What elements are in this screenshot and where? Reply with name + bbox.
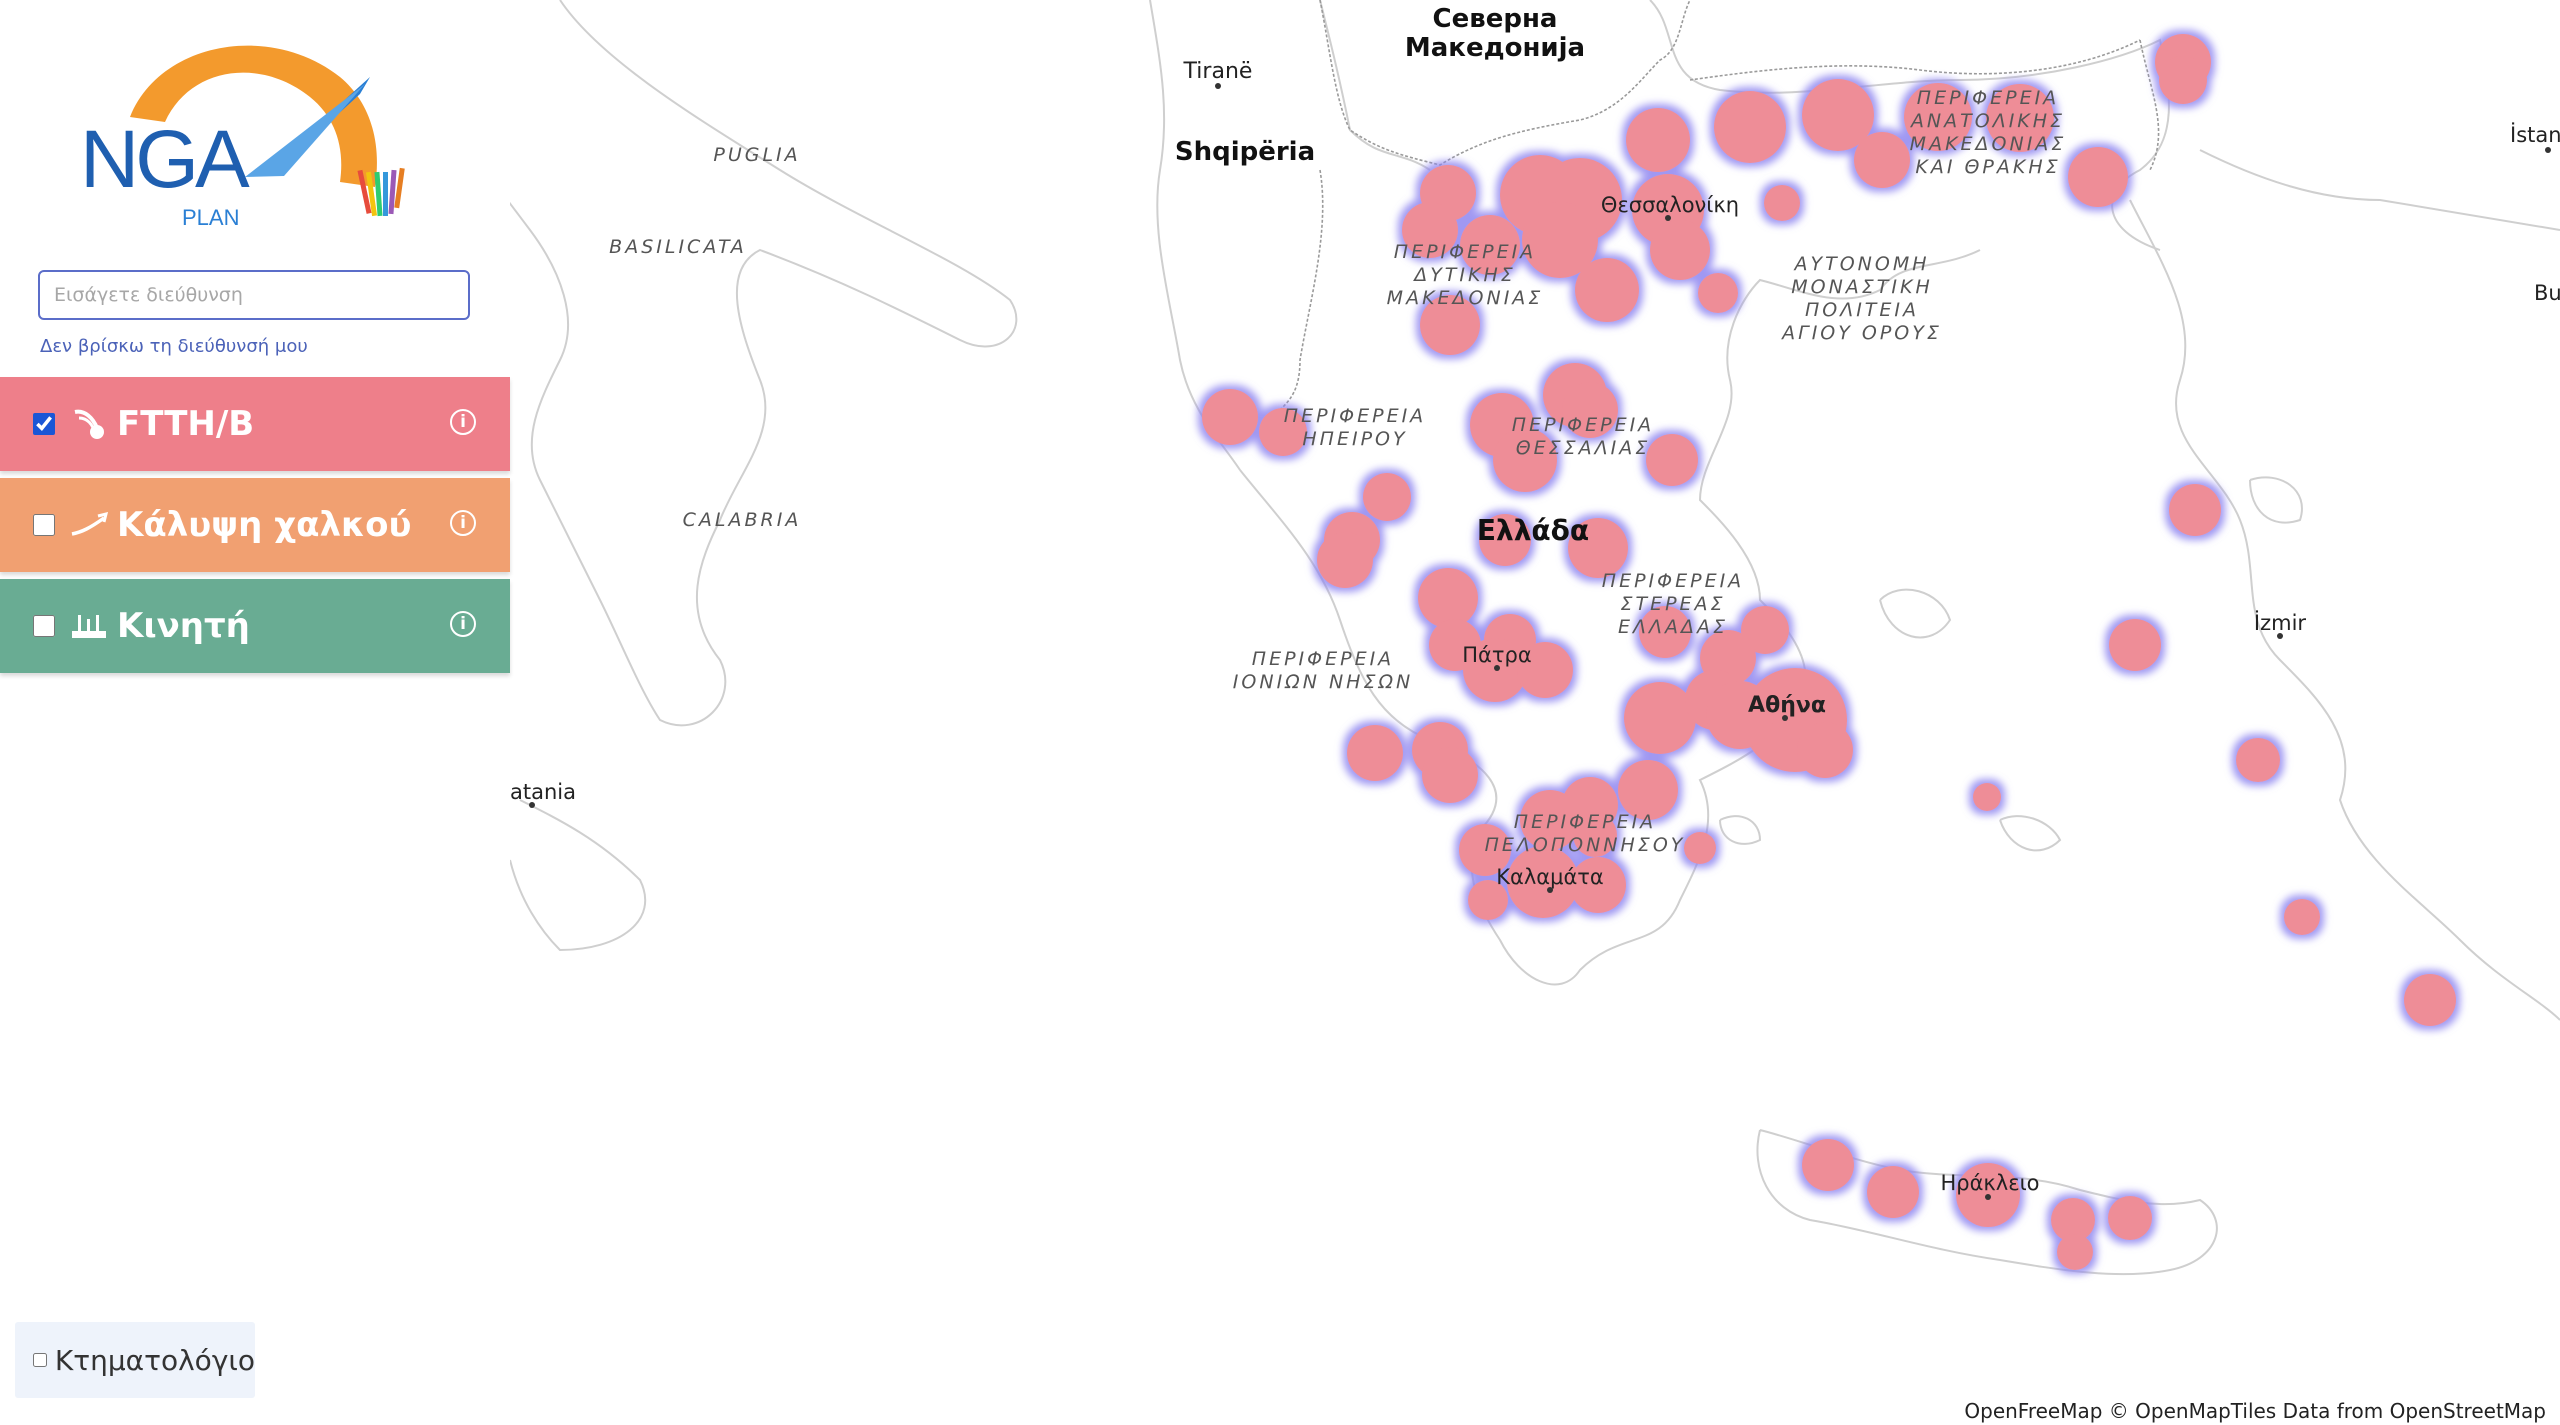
svg-text:ΑΥΤΟΝΟΜΗ: ΑΥΤΟΝΟΜΗ [1792, 253, 1929, 275]
svg-text:ΑΓΙΟΥ ΟΡΟΥΣ: ΑΓΙΟΥ ΟΡΟΥΣ [1780, 322, 1942, 344]
logo-subtext: PLAN [182, 205, 239, 230]
info-icon[interactable]: i [450, 611, 476, 637]
label-calabria: CALABRIA [683, 509, 802, 531]
label-istanbul: İstanb [2510, 122, 2560, 147]
map-admin-borders [1279, 0, 2160, 411]
mobile-label: Κινητή [117, 606, 250, 646]
address-search-input[interactable] [38, 270, 470, 320]
label-north-macedonia-2: Македонија [1405, 33, 1585, 63]
svg-text:ΜΑΚΕΔΟΝΙΑΣ: ΜΑΚΕΔΟΝΙΑΣ [1387, 287, 1544, 309]
svg-text:ΑΝΑΤΟΛΙΚΗΣ: ΑΝΑΤΟΛΙΚΗΣ [1909, 110, 2065, 132]
svg-text:ΠΕΡΙΦΕΡΕΙΑ: ΠΕΡΙΦΕΡΕΙΑ [1917, 87, 2059, 109]
label-tirane: Tiranë [1183, 59, 1253, 84]
fiber-strands-icon [357, 167, 405, 217]
svg-text:ΠΕΡΙΦΕΡΕΙΑ: ΠΕΡΙΦΕΡΕΙΑ [1512, 414, 1654, 436]
label-albania: Shqipëria [1175, 137, 1315, 167]
nga-plan-logo[interactable]: NGA PLAN [70, 22, 440, 232]
label-greece: Ελλάδα [1477, 514, 1589, 547]
svg-text:ΜΑΚΕΔΟΝΙΑΣ: ΜΑΚΕΔΟΝΙΑΣ [1910, 133, 2067, 155]
svg-text:ΠΕΡΙΦΕΡΕΙΑ: ΠΕΡΙΦΕΡΕΙΑ [1514, 811, 1656, 833]
layer-toggle-ftth[interactable]: FTTH/B i [0, 377, 510, 471]
info-icon[interactable]: i [450, 409, 476, 435]
label-bu: Bu [2534, 281, 2560, 305]
svg-text:ΕΛΛΑΔΑΣ: ΕΛΛΑΔΑΣ [1618, 616, 1728, 638]
map-labels: Северна Македонија Shqipëria Ελλάδα Tira… [510, 4, 2560, 1195]
layer-toggle-copper[interactable]: Κάλυψη χαλκού i [0, 478, 510, 572]
label-basilicata: BASILICATA [609, 236, 747, 258]
svg-text:ΠΕΛΟΠΟΝΝΗΣΟΥ: ΠΕΛΟΠΟΝΝΗΣΟΥ [1485, 834, 1686, 856]
svg-text:ΣΤΕΡΕΑΣ: ΣΤΕΡΕΑΣ [1620, 593, 1725, 615]
logo-text: NGA [80, 114, 250, 205]
address-not-found-link[interactable]: Δεν βρίσκω τη διεύθυνσή μου [40, 336, 308, 357]
cadastre-toggle[interactable]: Κτηματολόγιο [15, 1322, 255, 1398]
svg-text:ΘΕΣΣΑΛΙΑΣ: ΘΕΣΣΑΛΙΑΣ [1516, 437, 1651, 459]
ftth-label: FTTH/B [117, 404, 255, 444]
label-kalamata: Καλαμάτα [1496, 865, 1604, 889]
label-patra: Πάτρα [1462, 643, 1531, 667]
label-region-peloponnese: ΠΕΡΙΦΕΡΕΙΑ ΠΕΛΟΠΟΝΝΗΣΟΥ [1485, 811, 1686, 856]
map-city-dots [529, 83, 2551, 1200]
svg-text:ΠΕΡΙΦΕΡΕΙΑ: ΠΕΡΙΦΕΡΕΙΑ [1252, 648, 1394, 670]
info-icon[interactable]: i [450, 510, 476, 536]
label-catania: atania [510, 780, 576, 804]
label-region-thessaly: ΠΕΡΙΦΕΡΕΙΑ ΘΕΣΣΑΛΙΑΣ [1512, 414, 1654, 459]
label-region-athos: ΑΥΤΟΝΟΜΗ ΜΟΝΑΣΤΙΚΗ ΠΟΛΙΤΕΙΑ ΑΓΙΟΥ ΟΡΟΥΣ [1780, 253, 1942, 344]
cadastre-checkbox[interactable] [33, 1349, 47, 1371]
copper-label: Κάλυψη χαλκού [117, 505, 412, 545]
label-puglia: PUGLIA [713, 144, 800, 166]
ftth-checkbox[interactable] [33, 413, 55, 435]
svg-text:ΠΕΡΙΦΕΡΕΙΑ: ΠΕΡΙΦΕΡΕΙΑ [1602, 570, 1744, 592]
svg-text:ΠΟΛΙΤΕΙΑ: ΠΟΛΙΤΕΙΑ [1805, 299, 1919, 321]
fiber-optic-icon [69, 404, 109, 444]
svg-text:ΔΥΤΙΚΗΣ: ΔΥΤΙΚΗΣ [1412, 264, 1516, 286]
svg-text:ΚΑΙ ΘΡΑΚΗΣ: ΚΑΙ ΘΡΑΚΗΣ [1915, 156, 2060, 178]
svg-text:ΠΕΡΙΦΕΡΕΙΑ: ΠΕΡΙΦΕΡΕΙΑ [1394, 241, 1536, 263]
label-region-sterea: ΠΕΡΙΦΕΡΕΙΑ ΣΤΕΡΕΑΣ ΕΛΛΑΔΑΣ [1602, 570, 1744, 638]
sidebar: NGA PLAN Δεν βρίσκω τη διεύθυνσή μου FTT… [0, 0, 510, 1425]
label-irakleio: Ηράκλειο [1940, 1171, 2039, 1195]
layer-toggle-mobile[interactable]: Κινητή i [0, 579, 510, 673]
svg-text:ΗΠΕΙΡΟΥ: ΗΠΕΙΡΟΥ [1302, 428, 1407, 450]
label-region-east-macedonia: ΠΕΡΙΦΕΡΕΙΑ ΑΝΑΤΟΛΙΚΗΣ ΜΑΚΕΔΟΝΙΑΣ ΚΑΙ ΘΡΑ… [1909, 87, 2067, 178]
antenna-icon [69, 606, 109, 646]
svg-text:ΠΕΡΙΦΕΡΕΙΑ: ΠΕΡΙΦΕΡΕΙΑ [1284, 405, 1426, 427]
copper-cable-icon [69, 505, 109, 545]
label-region-epirus: ΠΕΡΙΦΕΡΕΙΑ ΗΠΕΙΡΟΥ [1284, 405, 1426, 450]
mobile-checkbox[interactable] [33, 615, 55, 637]
label-thessaloniki: Θεσσαλονίκη [1601, 193, 1739, 217]
svg-text:ΙΟΝΙΩΝ ΝΗΣΩΝ: ΙΟΝΙΩΝ ΝΗΣΩΝ [1233, 671, 1413, 693]
label-athina: Αθήνα [1748, 693, 1826, 718]
label-region-west-macedonia: ΠΕΡΙΦΕΡΕΙΑ ΔΥΤΙΚΗΣ ΜΑΚΕΔΟΝΙΑΣ [1387, 241, 1544, 309]
svg-text:ΜΟΝΑΣΤΙΚΗ: ΜΟΝΑΣΤΙΚΗ [1791, 276, 1933, 298]
label-north-macedonia-1: Северна [1433, 4, 1558, 34]
cadastre-label: Κτηματολόγιο [54, 1343, 255, 1377]
map-attribution[interactable]: OpenFreeMap © OpenMapTiles Data from Ope… [1958, 1397, 2552, 1425]
copper-checkbox[interactable] [33, 514, 55, 536]
ftth-coverage-layer [1202, 34, 2456, 1270]
label-izmir: İzmir [2254, 610, 2307, 635]
label-region-ionian: ΠΕΡΙΦΕΡΕΙΑ ΙΟΝΙΩΝ ΝΗΣΩΝ [1233, 648, 1413, 693]
